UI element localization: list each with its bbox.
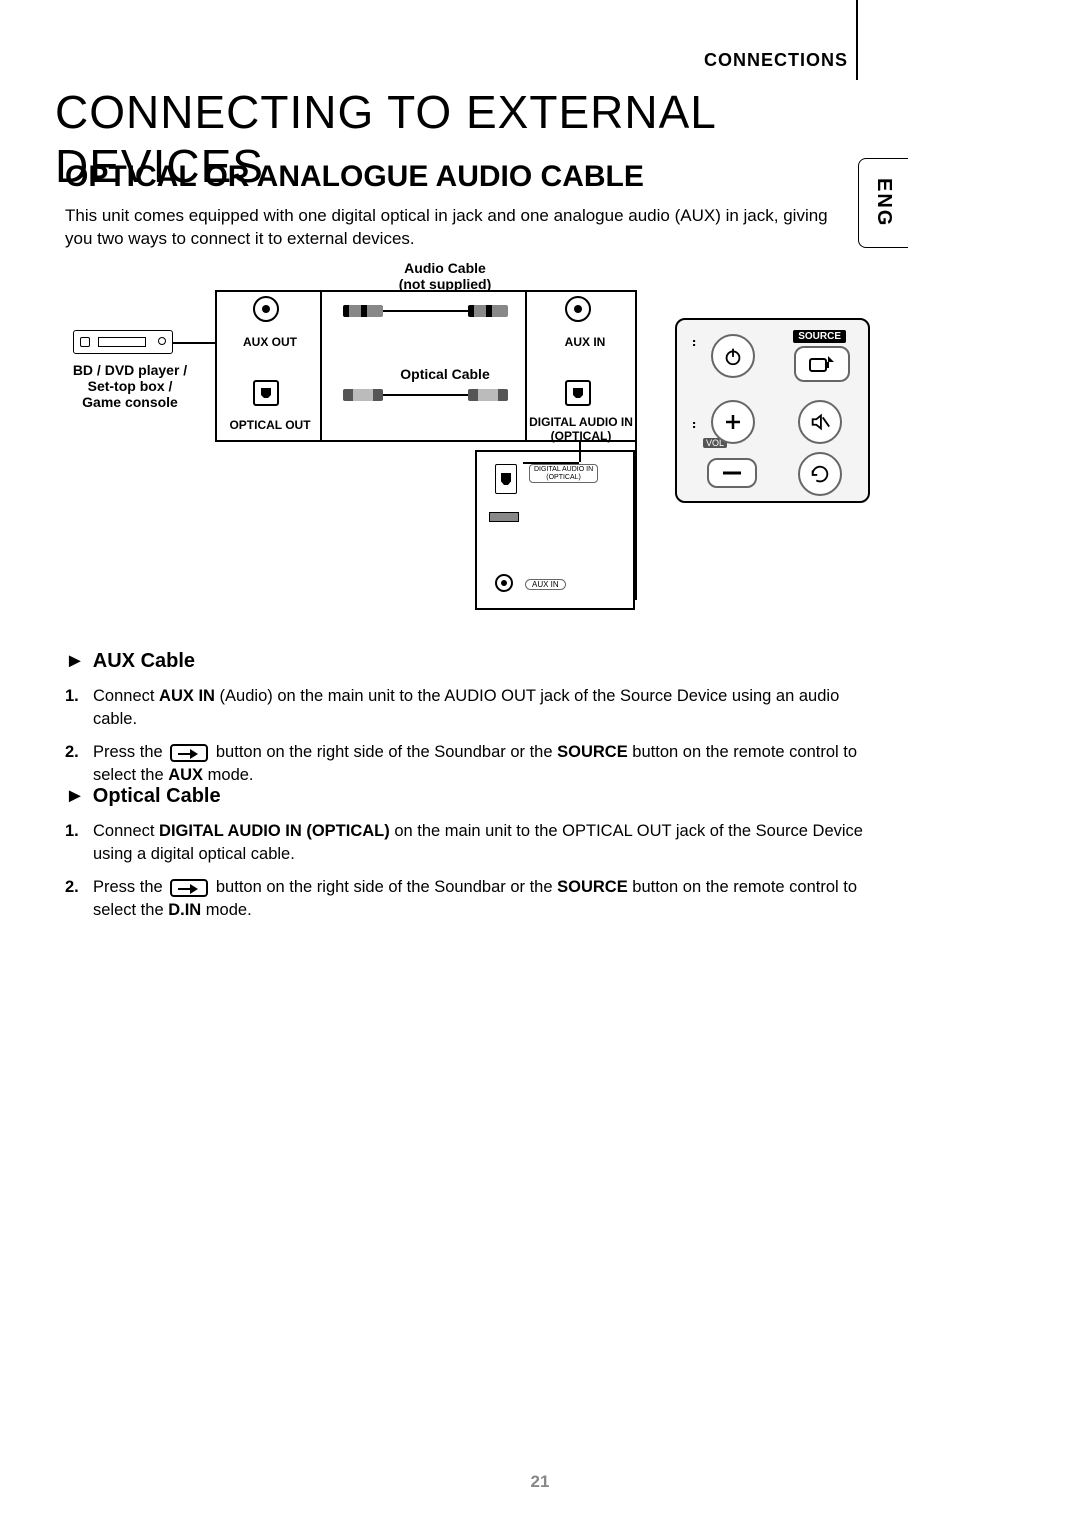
source-inline-icon bbox=[170, 744, 208, 762]
digital-in-l1: DIGITAL AUDIO IN bbox=[529, 415, 633, 429]
usb-slot-icon bbox=[489, 512, 519, 522]
language-tab: ENG bbox=[858, 158, 908, 248]
text-bold: D.IN bbox=[168, 901, 201, 919]
digital-in-label: DIGITAL AUDIO IN (OPTICAL) bbox=[527, 415, 635, 443]
main-unit-ports-icon: DIGITAL AUDIO IN(OPTICAL) AUX IN bbox=[475, 450, 635, 610]
text-bold: AUX bbox=[168, 766, 203, 784]
mute-icon bbox=[809, 411, 831, 433]
section-title: OPTICAL OR ANALOGUE AUDIO CABLE bbox=[65, 160, 644, 194]
mute-button[interactable] bbox=[798, 400, 842, 444]
remote-dots-icon: ⠃ bbox=[691, 338, 703, 355]
step-number: 2. bbox=[65, 741, 79, 764]
section-intro: This unit comes equipped with one digita… bbox=[65, 205, 845, 251]
aux-subheading: ► AUX Cable bbox=[65, 650, 195, 673]
list-item: 2. Press the button on the right side of… bbox=[65, 876, 880, 922]
repeat-icon bbox=[809, 463, 831, 485]
aux-steps-list: 1. Connect AUX IN (Audio) on the main un… bbox=[65, 685, 880, 797]
text: mode. bbox=[203, 766, 253, 784]
optical-cable-label: Optical Cable bbox=[375, 366, 515, 382]
source-device-l1: BD / DVD player / bbox=[73, 362, 187, 378]
source-device-l3: Game console bbox=[82, 394, 178, 410]
audio-cable-label: Audio Cable (not supplied) bbox=[375, 260, 515, 292]
source-device-label: BD / DVD player / Set-top box / Game con… bbox=[65, 362, 195, 410]
aux-subheading-text: AUX Cable bbox=[93, 650, 195, 672]
optical-subheading: ► Optical Cable bbox=[65, 785, 221, 808]
source-button[interactable] bbox=[794, 346, 850, 382]
audio-cable-label-text: Audio Cable bbox=[404, 260, 486, 276]
digital-in-jack-icon bbox=[565, 380, 591, 406]
optical-out-jack-icon bbox=[253, 380, 279, 406]
optical-cable-line bbox=[343, 394, 508, 396]
power-button[interactable] bbox=[711, 334, 755, 378]
optical-port-label: DIGITAL AUDIO IN(OPTICAL) bbox=[529, 464, 598, 483]
vol-up-button[interactable] bbox=[711, 400, 755, 444]
arrow-icon: ► bbox=[65, 650, 85, 673]
section-label: CONNECTIONS bbox=[704, 50, 848, 71]
list-item: 2. Press the button on the right side of… bbox=[65, 741, 880, 787]
vol-down-button[interactable] bbox=[707, 458, 757, 488]
optical-port-icon bbox=[495, 464, 517, 494]
text-bold: AUX IN bbox=[159, 687, 215, 705]
source-device-l2: Set-top box / bbox=[88, 378, 173, 394]
page-number: 21 bbox=[0, 1472, 1080, 1492]
plus-icon bbox=[723, 412, 743, 432]
source-inline-icon bbox=[170, 879, 208, 897]
aux-in-label: AUX IN bbox=[540, 335, 630, 349]
optical-steps-list: 1. Connect DIGITAL AUDIO IN (OPTICAL) on… bbox=[65, 820, 880, 932]
text: mode. bbox=[201, 901, 251, 919]
language-tab-text: ENG bbox=[872, 178, 895, 227]
aux-in-jack-icon bbox=[565, 296, 591, 322]
digital-in-l2: (OPTICAL) bbox=[551, 429, 612, 443]
step-number: 1. bbox=[65, 685, 79, 708]
text-bold: SOURCE bbox=[557, 878, 628, 896]
list-item: 1. Connect AUX IN (Audio) on the main un… bbox=[65, 685, 880, 731]
header-divider bbox=[856, 0, 858, 80]
aux-out-label: AUX OUT bbox=[225, 335, 315, 349]
optical-subheading-text: Optical Cable bbox=[93, 785, 221, 807]
text: Press the bbox=[93, 878, 167, 896]
text-bold: SOURCE bbox=[557, 743, 628, 761]
aux-port-icon bbox=[495, 574, 513, 592]
text: button on the right side of the Soundbar… bbox=[211, 878, 557, 896]
text: Connect bbox=[93, 822, 159, 840]
step-number: 1. bbox=[65, 820, 79, 843]
source-icon bbox=[808, 354, 836, 374]
minus-icon bbox=[721, 468, 743, 478]
aux-cable-line bbox=[343, 310, 508, 312]
power-icon bbox=[722, 345, 744, 367]
text: button on the right side of the Soundbar… bbox=[211, 743, 557, 761]
text: Press the bbox=[93, 743, 167, 761]
source-device-icon bbox=[73, 330, 173, 354]
remote-panel: ⠃ SOURCE ⠃ VOL bbox=[675, 318, 870, 503]
step-number: 2. bbox=[65, 876, 79, 899]
aux-out-jack-icon bbox=[253, 296, 279, 322]
aux-port-label: AUX IN bbox=[525, 579, 566, 590]
list-item: 1. Connect DIGITAL AUDIO IN (OPTICAL) on… bbox=[65, 820, 880, 866]
text: Connect bbox=[93, 687, 159, 705]
optical-out-label: OPTICAL OUT bbox=[220, 418, 320, 432]
repeat-button[interactable] bbox=[798, 452, 842, 496]
source-label: SOURCE bbox=[793, 330, 846, 343]
text-bold: DIGITAL AUDIO IN (OPTICAL) bbox=[159, 822, 390, 840]
remote-dots2-icon: ⠃ bbox=[691, 420, 703, 437]
arrow-icon: ► bbox=[65, 785, 85, 808]
